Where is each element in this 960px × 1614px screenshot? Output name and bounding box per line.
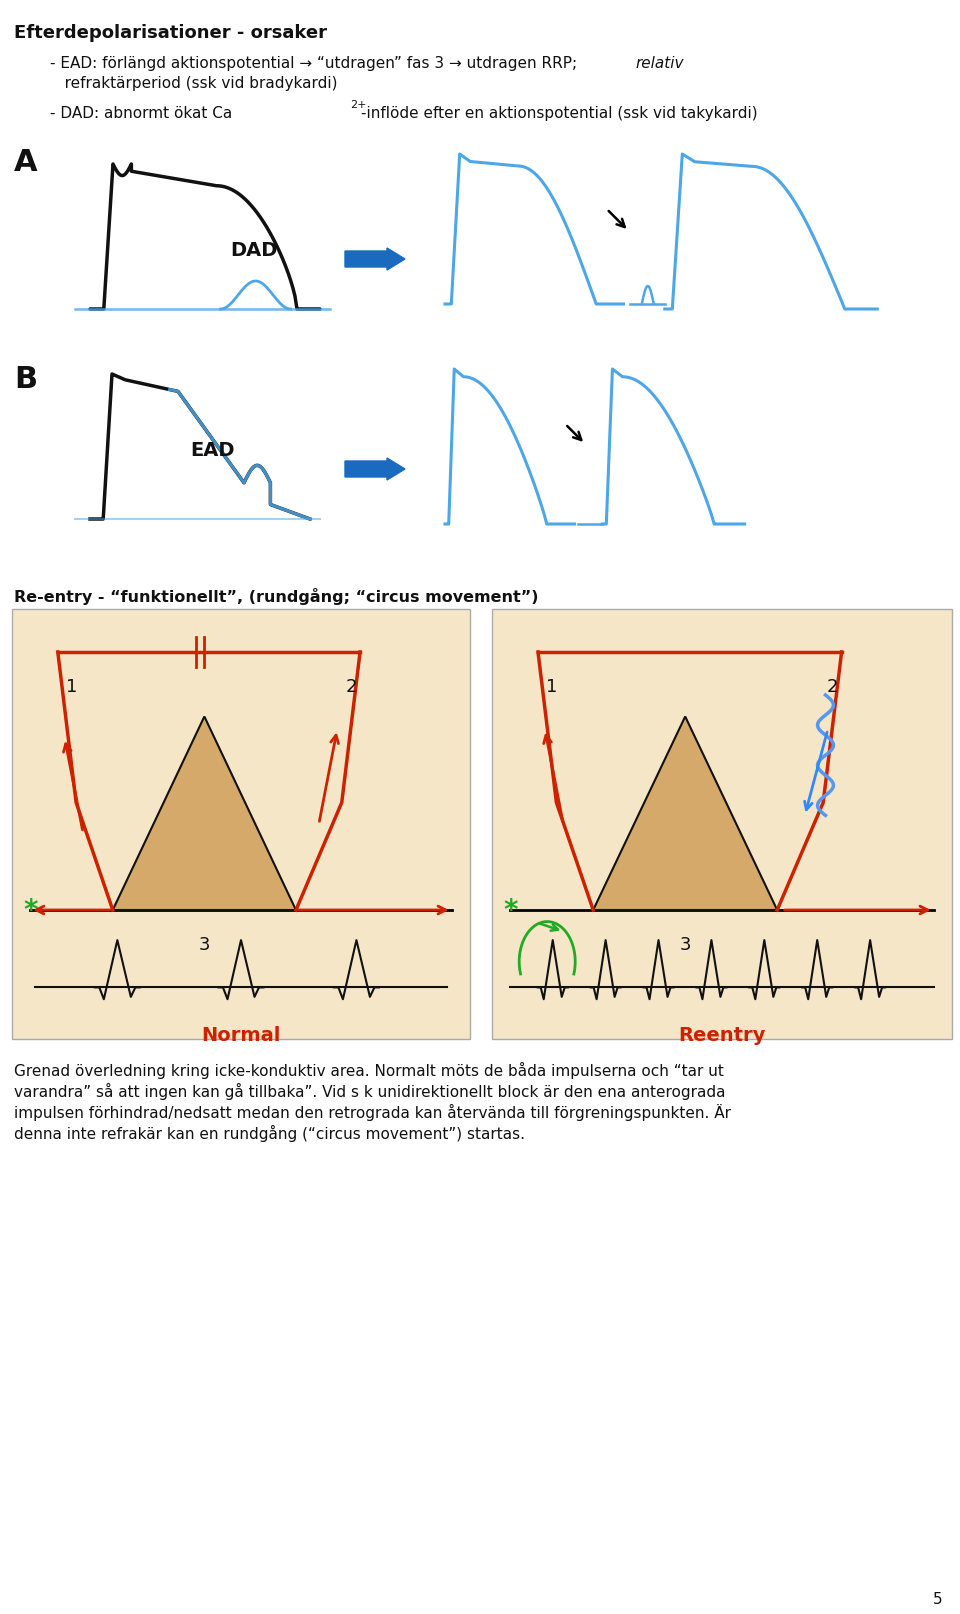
Bar [12,610,470,1039]
Text: EAD: EAD [190,441,234,460]
Text: A: A [14,148,37,178]
Text: denna inte refrakär kan en rundgång (“circus movement”) startas.: denna inte refrakär kan en rundgång (“ci… [14,1125,525,1141]
Text: varandra” så att ingen kan gå tillbaka”. Vid s k unidirektionellt block är den e: varandra” så att ingen kan gå tillbaka”.… [14,1083,726,1099]
Text: relativ: relativ [635,56,684,71]
Text: - EAD: förlängd aktionspotential → “utdragen” fas 3 → utdragen RRP;: - EAD: förlängd aktionspotential → “utdr… [50,56,582,71]
Text: Efterdepolarisationer - orsaker: Efterdepolarisationer - orsaker [14,24,327,42]
Text: refraktärperiod (ssk vid bradykardi): refraktärperiod (ssk vid bradykardi) [50,76,338,90]
FancyArrow shape [345,458,405,481]
Text: impulsen förhindrad/nedsatt medan den retrograda kan återvända till förgreningsp: impulsen förhindrad/nedsatt medan den re… [14,1104,731,1120]
Text: *: * [503,896,517,925]
Text: Grenad överledning kring icke-konduktiv area. Normalt möts de båda impulserna oc: Grenad överledning kring icke-konduktiv … [14,1062,724,1078]
Bar [492,610,952,1039]
Text: 3: 3 [199,936,210,954]
Text: -inflöde efter en aktionspotential (ssk vid takykardi): -inflöde efter en aktionspotential (ssk … [361,107,757,121]
Text: DAD: DAD [230,240,277,260]
Text: 2: 2 [827,678,838,696]
Text: B: B [14,365,37,394]
FancyArrow shape [345,249,405,271]
Text: - DAD: abnormt ökat Ca: - DAD: abnormt ökat Ca [50,107,232,121]
Text: 2: 2 [346,678,357,696]
Text: 1: 1 [66,678,77,696]
Text: 1: 1 [546,678,558,696]
Text: Re-entry - “funktionellt”, (rundgång; “circus movement”): Re-entry - “funktionellt”, (rundgång; “c… [14,587,539,605]
Polygon shape [112,717,296,910]
Polygon shape [593,717,778,910]
Text: *: * [23,896,37,925]
Text: Normal: Normal [202,1025,280,1044]
Text: 3: 3 [680,936,691,954]
Text: 5: 5 [932,1591,942,1606]
Text: 2+: 2+ [350,100,367,110]
Text: Reentry: Reentry [679,1025,766,1044]
